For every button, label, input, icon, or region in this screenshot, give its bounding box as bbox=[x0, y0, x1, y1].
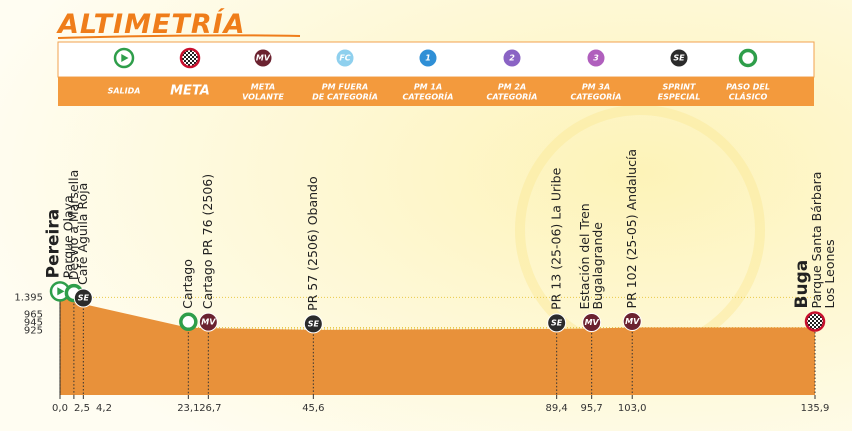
icon-text: 1 bbox=[425, 54, 431, 63]
icon-badge bbox=[418, 48, 438, 68]
legend-label: PM FUERA bbox=[322, 83, 368, 92]
icon-text: SE bbox=[78, 294, 90, 303]
icon-text: FC bbox=[339, 54, 350, 63]
legend-label: CATEGORÍA bbox=[487, 91, 538, 102]
icon-badge bbox=[622, 311, 642, 331]
icon-ring bbox=[179, 312, 198, 332]
place-name: Pereira bbox=[44, 209, 64, 279]
point-label: PR 57 (2506) Obando bbox=[305, 176, 320, 311]
y-tick-label: 925 bbox=[24, 325, 43, 336]
point-label: Cartago PR 76 (2506) bbox=[200, 174, 215, 309]
x-tick-label: 103,0 bbox=[618, 403, 647, 414]
x-tick-label: 89,4 bbox=[546, 403, 568, 414]
icon-text: SE bbox=[551, 318, 563, 327]
icon-play bbox=[121, 53, 129, 63]
icon-text: 3 bbox=[593, 54, 599, 63]
x-tick-label: 2,5 bbox=[74, 403, 90, 414]
icon-badge bbox=[582, 313, 602, 332]
x-tick-label: 135,9 bbox=[801, 403, 830, 414]
icon-text: 2 bbox=[509, 54, 515, 63]
icon-text: MV bbox=[256, 54, 271, 63]
point-label: Desvío a Marsella bbox=[66, 170, 81, 280]
icon-badge bbox=[335, 48, 355, 68]
icon-text: MV bbox=[625, 317, 640, 326]
point-label: Parque Olaya bbox=[60, 195, 75, 278]
icon-badge bbox=[73, 288, 93, 308]
x-tick-label: 4,2 bbox=[96, 403, 112, 414]
profile-area bbox=[60, 297, 815, 395]
icon-badge bbox=[502, 48, 522, 68]
x-tick-label: 23,1 bbox=[177, 403, 199, 414]
x-tick-label: 95,7 bbox=[581, 403, 603, 414]
legend-label: META bbox=[251, 83, 275, 92]
legend-label: ESPECIAL bbox=[658, 93, 701, 102]
icon-play bbox=[57, 287, 65, 296]
icon-text: SE bbox=[308, 319, 320, 328]
legend-label: PM 3A bbox=[582, 83, 610, 92]
legend-label: CATEGORÍA bbox=[571, 91, 622, 102]
place-name: Buga bbox=[792, 260, 812, 309]
point-label: Parque Santa Bárbara bbox=[809, 172, 824, 309]
icon-ring bbox=[738, 48, 758, 68]
point-label: Café Aguila Roja bbox=[75, 183, 90, 285]
point-label: Estación del Tren bbox=[577, 203, 592, 309]
icon-text: MV bbox=[585, 318, 600, 327]
legend-label: SPRINT bbox=[663, 83, 696, 92]
legend-label: PM 2A bbox=[498, 83, 526, 92]
legend-label: CATEGORÍA bbox=[403, 91, 454, 102]
y-tick-label: 1.395 bbox=[14, 292, 43, 303]
legend-label: PASO DEL bbox=[726, 83, 770, 92]
x-tick-label: 0,0 bbox=[52, 403, 68, 414]
point-label: PR 102 (25-05) Andalucía bbox=[624, 149, 639, 309]
icon-finish bbox=[804, 311, 826, 332]
point-label: Los Leones bbox=[822, 239, 837, 308]
legend-label: PM 1A bbox=[414, 83, 442, 92]
icon-badge bbox=[253, 48, 273, 68]
point-label: PR 13 (25-06) La Uribe bbox=[549, 167, 564, 309]
icon-badge bbox=[669, 48, 689, 68]
x-tick-label: 45,6 bbox=[302, 403, 324, 414]
icon-badge bbox=[198, 312, 218, 332]
icon-text: MV bbox=[201, 318, 216, 327]
point-label: Bugalagrande bbox=[590, 222, 605, 310]
legend-labels-band bbox=[58, 77, 814, 106]
y-tick-label: 965 bbox=[24, 309, 43, 320]
legend-label: DE CATEGORÍA bbox=[312, 91, 378, 102]
icon-finish bbox=[179, 47, 201, 69]
title-underline bbox=[57, 34, 301, 39]
icon-badge bbox=[547, 313, 567, 333]
x-tick-label: 26,7 bbox=[199, 403, 221, 414]
legend-label: META bbox=[170, 84, 210, 99]
legend-label: CLÁSICO bbox=[729, 91, 768, 102]
point-label: Cartago bbox=[180, 259, 195, 309]
icon-text: SE bbox=[673, 54, 685, 63]
legend-label: SALIDA bbox=[108, 87, 141, 96]
icon-badge bbox=[303, 314, 323, 334]
y-tick-label: 945 bbox=[24, 317, 43, 328]
icon-badge bbox=[586, 48, 606, 68]
legend-label: VOLANTE bbox=[242, 93, 284, 102]
